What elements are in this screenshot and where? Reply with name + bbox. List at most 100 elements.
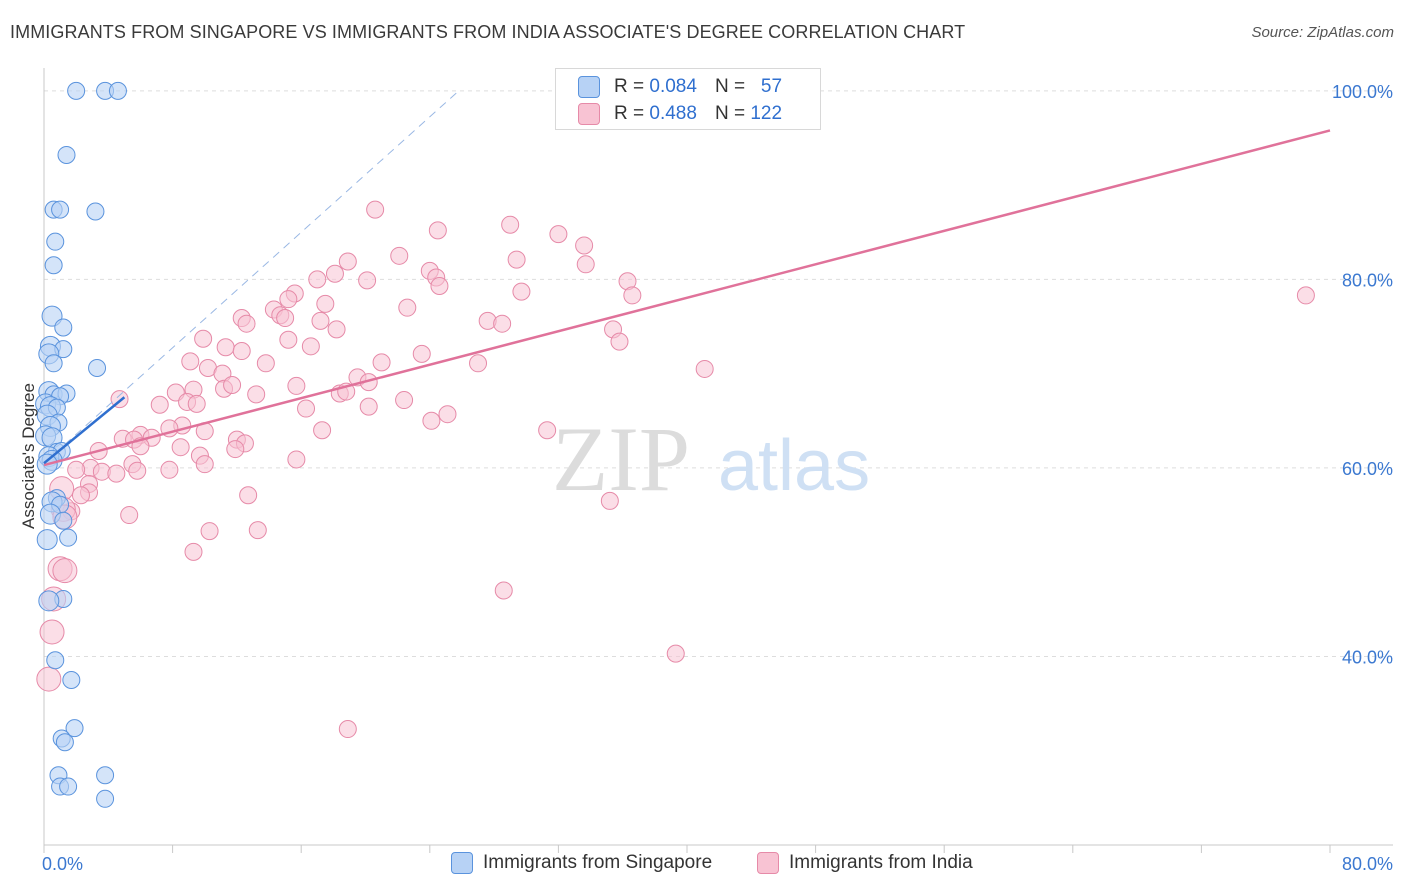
india-point-61 [395,391,414,410]
singapore-point-39 [36,529,58,551]
watermark-atlas: atlas [718,426,870,506]
singapore-point-51 [96,789,115,808]
y-tick-label-3: 100.0% [1332,82,1393,102]
legend-label-india: Immigrants from India [789,852,973,873]
india-point-60 [359,397,378,416]
india-point-0 [366,200,385,219]
india-point-108 [666,644,685,663]
singapore-point-37 [54,511,73,530]
india-point-30 [327,320,346,339]
india-point-33 [194,329,213,348]
india-point-46 [287,376,306,395]
legend-item-india: Immigrants from India [757,852,973,874]
legend-row-india: R = 0.488 N = 122 [578,103,782,125]
india-point-25 [276,309,295,328]
india-point-6 [338,252,357,271]
india-point-45 [695,359,714,378]
singapore-n-value: 57 [760,76,783,97]
india-point-110 [338,720,357,739]
n-label: N = [714,76,746,97]
singapore-point-15 [88,359,107,378]
india-point-80 [287,450,306,469]
singapore-point-38 [59,528,78,547]
watermark-zip: ZIP [552,408,690,510]
r-label: R = [614,103,645,124]
singapore-point-6 [86,202,105,221]
india-point-88 [67,460,86,479]
y-tick-label-1: 60.0% [1342,459,1393,479]
singapore-point-2 [108,81,127,100]
singapore-r-value: 0.084 [649,76,697,97]
singapore-point-44 [65,719,84,738]
india-point-50 [223,375,242,394]
india-point-40 [256,354,275,373]
india-point-35 [301,337,320,356]
india-point-34 [216,338,235,357]
india-point-95 [600,491,619,510]
india-point-16 [512,282,531,301]
trend-lines [43,90,1331,467]
singapore-legend-swatch [451,852,473,874]
india-point-89 [107,464,126,483]
correlation-legend: R = 0.084 N = 57 R = 0.488 N = 122 [555,68,821,130]
india-point-59 [297,399,316,418]
singapore-point-5 [51,200,70,219]
singapore-point-50 [59,777,78,796]
india-point-98 [120,506,139,525]
india-point-86 [160,460,179,479]
india-point-1 [428,221,447,240]
singapore-point-7 [46,232,65,251]
y-tick-labels: 40.0% 60.0% 80.0% 100.0% [1332,82,1393,668]
india-point-83 [195,455,214,474]
india-point-85 [128,461,147,480]
india-point-41 [372,353,391,372]
india-trend-line [43,129,1331,467]
y-tick-label-0: 40.0% [1342,647,1393,667]
singapore-point-41 [38,590,60,612]
india-point-70 [538,421,557,440]
x-tick-label-min: 0.0% [42,854,83,874]
india-point-102 [184,542,203,561]
india-n-value: 122 [750,103,783,124]
india-point-15 [430,276,449,295]
india-point-93 [239,486,258,505]
singapore-point-46 [55,733,74,752]
india-point-58 [187,394,206,413]
india-swatch [578,103,600,125]
singapore-points [35,81,127,808]
singapore-point-48 [96,766,115,785]
india-point-4 [575,236,594,255]
india-legend-swatch [757,852,779,874]
singapore-swatch [578,76,600,98]
n-label: N = [714,103,746,124]
legend-label-singapore: Immigrants from Singapore [483,852,713,873]
india-point-104 [52,558,78,584]
chart-title: IMMIGRANTS FROM SINGAPORE VS IMMIGRANTS … [10,22,966,42]
india-point-5 [390,246,409,265]
india-point-100 [200,522,219,541]
india-point-28 [493,314,512,333]
india-point-2 [501,215,520,234]
india-point-36 [232,342,251,361]
india-point-94 [71,486,90,505]
india-point-3 [549,225,568,244]
grid [44,90,1393,657]
india-point-19 [623,286,642,305]
india-point-20 [316,294,335,313]
india-point-111 [1296,286,1315,305]
series-legend: Immigrants from Singapore Immigrants fro… [0,850,1406,880]
singapore-trend-line [43,396,126,465]
india-point-29 [237,314,256,333]
india-point-39 [181,352,200,371]
india-point-10 [325,264,344,283]
india-point-32 [279,330,298,349]
singapore-point-8 [44,256,63,275]
y-tick-label-2: 80.0% [1342,270,1393,290]
india-point-37 [412,344,431,363]
watermark: ZIP atlas [552,408,870,510]
india-point-78 [226,440,245,459]
india-point-109 [36,666,62,692]
singapore-point-43 [62,671,81,690]
singapore-point-3 [57,145,76,164]
india-point-101 [248,521,267,540]
